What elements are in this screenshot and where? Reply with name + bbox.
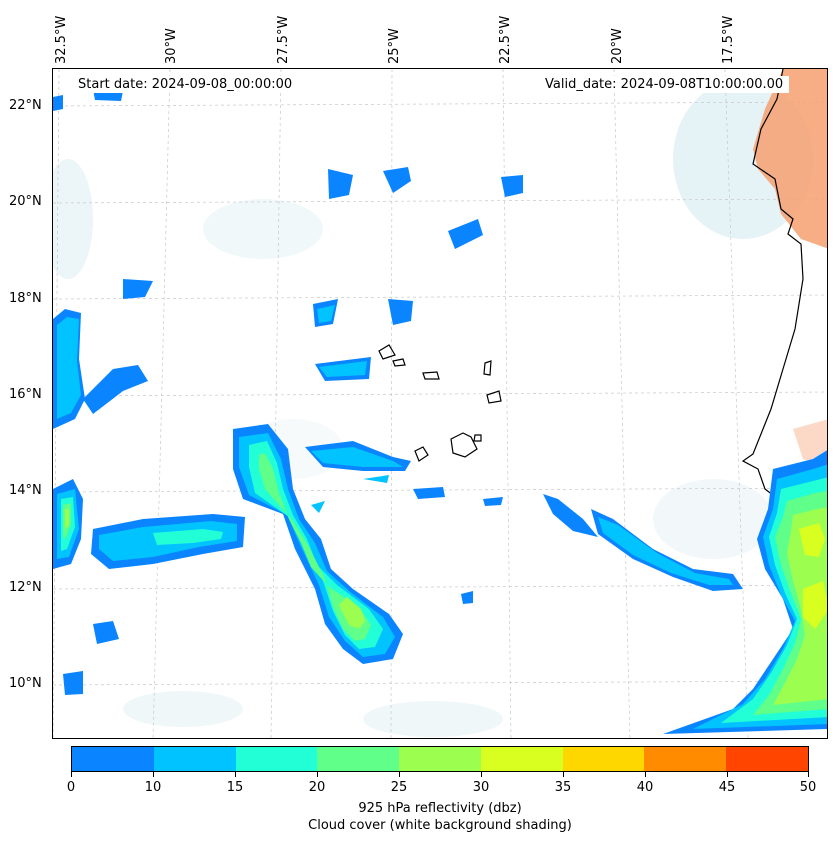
lat-label-18n: 18°N bbox=[9, 291, 42, 306]
valid-date-label: Valid_date: 2024-09-08T10:00:00.00 bbox=[539, 76, 790, 93]
lat-label-14n: 14°N bbox=[9, 483, 42, 498]
lon-label-30w: 30°W bbox=[164, 28, 179, 64]
lat-label-10n: 10°N bbox=[9, 676, 42, 691]
lat-label-20n: 20°N bbox=[9, 194, 42, 209]
colorbar-subtitle: Cloud cover (white background shading) bbox=[308, 818, 572, 833]
colorbar-tick-label: 45 bbox=[718, 780, 736, 795]
reflectivity-map bbox=[53, 69, 827, 738]
colorbar-tick bbox=[481, 772, 482, 777]
land-africa bbox=[753, 69, 827, 249]
colorbar-tick bbox=[645, 772, 646, 777]
colorbar-segment-0-10 bbox=[72, 747, 154, 771]
lat-label-16n: 16°N bbox=[9, 387, 42, 402]
lon-label-17-5w: 17.5°W bbox=[721, 15, 736, 64]
colorbar-tick bbox=[399, 772, 400, 777]
lon-label-32-5w: 32.5°W bbox=[54, 15, 69, 64]
colorbar-segment-20-25 bbox=[317, 747, 400, 771]
colorbar-tick bbox=[317, 772, 318, 777]
start-date-label: Start date: 2024-09-08_00:00:00 bbox=[72, 76, 299, 93]
map-plot-area bbox=[52, 68, 828, 739]
colorbar-tick bbox=[808, 772, 809, 777]
colorbar-segment-15-20 bbox=[235, 747, 318, 771]
colorbar-tick-label: 50 bbox=[799, 780, 817, 795]
reflectivity-colorbar bbox=[71, 746, 809, 772]
lon-label-22-5w: 22.5°W bbox=[498, 15, 513, 64]
colorbar-tick bbox=[71, 772, 72, 777]
colorbar-segment-25-30 bbox=[399, 747, 481, 771]
colorbar-segment-30-35 bbox=[480, 747, 563, 771]
colorbar-segment-10-15 bbox=[153, 747, 236, 771]
colorbar-tick bbox=[563, 772, 564, 777]
coastline bbox=[741, 69, 804, 500]
colorbar-tick bbox=[727, 772, 728, 777]
colorbar-segment-40-45 bbox=[644, 747, 727, 771]
reflectivity-contours-30-35 bbox=[799, 523, 827, 629]
colorbar-tick-label: 20 bbox=[308, 780, 326, 795]
islands bbox=[378, 344, 502, 462]
colorbar-tick-label: 25 bbox=[390, 780, 408, 795]
colorbar-tick-label: 0 bbox=[66, 780, 76, 795]
colorbar-segment-45-50 bbox=[726, 747, 809, 771]
colorbar-tick-label: 10 bbox=[144, 780, 162, 795]
lat-label-12n: 12°N bbox=[9, 580, 42, 595]
lat-label-22n: 22°N bbox=[9, 98, 42, 113]
colorbar-segment-35-40 bbox=[562, 747, 645, 771]
colorbar-title: 925 hPa reflectivity (dbz) bbox=[358, 801, 522, 816]
colorbar-tick-label: 35 bbox=[554, 780, 572, 795]
colorbar-tick-label: 40 bbox=[636, 780, 654, 795]
colorbar-tick-label: 15 bbox=[226, 780, 244, 795]
lon-label-20w: 20°W bbox=[610, 28, 625, 64]
lon-label-25w: 25°W bbox=[387, 28, 402, 64]
colorbar-tick bbox=[235, 772, 236, 777]
colorbar-tick-label: 30 bbox=[472, 780, 490, 795]
colorbar-tick bbox=[153, 772, 154, 777]
reflectivity-contours-25-30 bbox=[65, 507, 827, 705]
lon-label-27-5w: 27.5°W bbox=[276, 15, 291, 64]
